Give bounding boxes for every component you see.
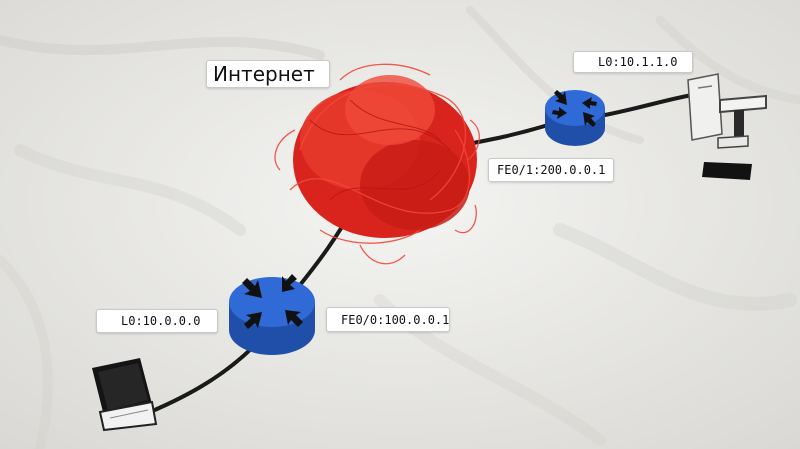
router-remote-loopback-label: L0:10.1.1.0 (573, 51, 693, 73)
cable-laptop-router-local (148, 343, 257, 414)
laptop-icon (92, 358, 158, 432)
router-remote (545, 90, 605, 146)
router-remote-interface-label: FE0/1:200.0.0.1 (488, 158, 614, 182)
fabric-folds (0, 6, 800, 449)
internet-cloud (274, 63, 480, 265)
router-icon (242, 274, 303, 329)
router-local (229, 274, 315, 355)
router-local-interface-label: FE0/0:100.0.0.1 (326, 307, 450, 332)
router-icon (552, 90, 597, 127)
internet-title-label: Интернет (206, 60, 330, 88)
cable-router-remote-desktop (603, 93, 694, 117)
router-local-loopback-label: L0:10.0.0.0 (96, 309, 218, 333)
desktop-icon (687, 73, 767, 180)
